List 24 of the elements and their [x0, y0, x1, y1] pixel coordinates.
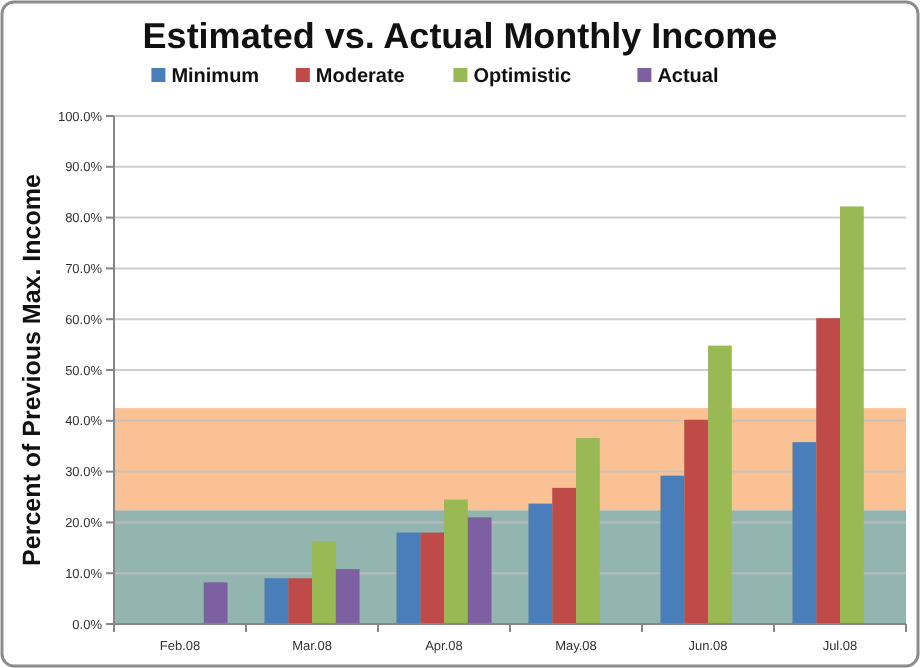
bar [312, 541, 336, 624]
bar [660, 475, 685, 624]
bar [396, 532, 421, 624]
bar [708, 345, 732, 624]
bar [576, 438, 600, 624]
bar [420, 532, 444, 624]
bar [288, 578, 312, 624]
bar [684, 419, 708, 624]
legend-label: Actual [657, 66, 719, 88]
bar [816, 318, 840, 624]
bar [335, 569, 360, 624]
bar [264, 578, 289, 624]
bar [444, 499, 468, 624]
bar [840, 206, 864, 624]
legend-label: Moderate [315, 66, 406, 88]
bar [467, 517, 492, 624]
bar [528, 503, 553, 624]
chart-title: Estimated vs. Actual Monthly Income [142, 16, 778, 56]
y-axis-title: Percent of Previous Max. Income [18, 174, 46, 566]
bar [792, 442, 817, 624]
bar [203, 582, 228, 624]
bar [552, 487, 576, 624]
legend-label: Minimum [171, 66, 260, 88]
legend-label: Optimistic [473, 66, 573, 88]
